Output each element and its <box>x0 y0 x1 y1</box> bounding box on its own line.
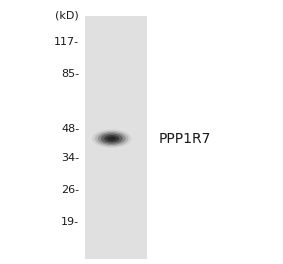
Text: (kD): (kD) <box>55 11 79 21</box>
Text: PPP1R7: PPP1R7 <box>158 131 211 146</box>
Ellipse shape <box>98 132 126 145</box>
Text: 34-: 34- <box>61 153 79 163</box>
Text: 19-: 19- <box>61 217 79 227</box>
Ellipse shape <box>101 134 123 144</box>
Text: 26-: 26- <box>61 185 79 195</box>
Ellipse shape <box>108 136 116 141</box>
Text: 48-: 48- <box>61 124 79 134</box>
Text: 117-: 117- <box>54 37 79 47</box>
Ellipse shape <box>104 135 119 142</box>
Ellipse shape <box>95 131 128 147</box>
Ellipse shape <box>92 129 132 148</box>
Text: 85-: 85- <box>61 69 79 79</box>
Bar <box>85 16 147 259</box>
